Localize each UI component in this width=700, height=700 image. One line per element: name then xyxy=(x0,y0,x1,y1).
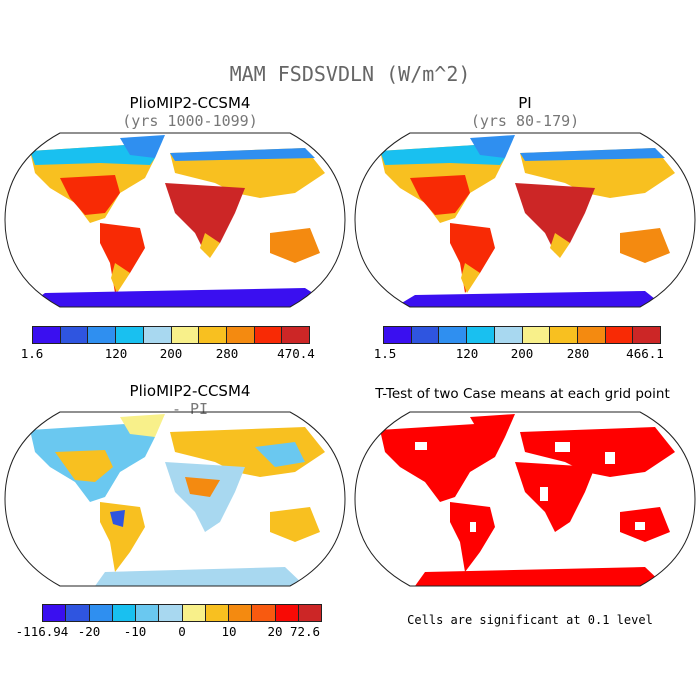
colorbar-3 xyxy=(42,604,322,622)
colorbar-3-label: 72.6 xyxy=(289,624,321,639)
colorbar-3-label: 20 xyxy=(267,624,283,639)
colorbar-swatch xyxy=(43,605,67,621)
colorbar-swatch xyxy=(88,327,117,343)
colorbar-3-label: -10 xyxy=(123,624,147,639)
colorbar-3-label: 0 xyxy=(178,624,186,639)
map-panel-1 xyxy=(4,132,346,308)
colorbar-1-label: 1.6 xyxy=(20,346,44,361)
colorbar-swatch xyxy=(467,327,495,343)
panel2-subtitle: (yrs 80-179) xyxy=(470,112,580,130)
colorbar-2-label: 120 xyxy=(455,346,479,361)
colorbar-swatch xyxy=(550,327,578,343)
colorbar-swatch xyxy=(159,605,183,621)
colorbar-swatch xyxy=(282,327,310,343)
colorbar-3-label: -20 xyxy=(77,624,101,639)
colorbar-1-label: 470.4 xyxy=(277,346,315,361)
colorbar-swatch xyxy=(439,327,468,343)
colorbar-2 xyxy=(383,326,661,344)
colorbar-1-label: 120 xyxy=(104,346,128,361)
panel2-title: PI xyxy=(518,94,532,112)
panel3-subtitle: - PI xyxy=(171,400,209,418)
colorbar-swatch xyxy=(33,327,61,343)
colorbar-swatch xyxy=(143,327,172,343)
colorbar-swatch xyxy=(112,605,136,621)
panel1-subtitle: (yrs 1000-1099) xyxy=(122,112,258,130)
colorbar-1-label: 200 xyxy=(159,346,183,361)
colorbar-swatch xyxy=(252,605,276,621)
colorbar-swatch xyxy=(66,605,90,621)
colorbar-2-label: 466.1 xyxy=(626,346,664,361)
colorbar-swatch xyxy=(411,327,440,343)
colorbar-swatch xyxy=(494,327,523,343)
colorbar-swatch xyxy=(384,327,412,343)
colorbar-swatch xyxy=(605,327,634,343)
colorbar-swatch xyxy=(89,605,113,621)
panel1-title: PlioMIP2-CCSM4 xyxy=(129,94,251,112)
colorbar-swatch xyxy=(254,327,283,343)
colorbar-3-label: 10 xyxy=(221,624,237,639)
colorbar-swatch xyxy=(60,327,89,343)
colorbar-1 xyxy=(32,326,310,344)
colorbar-2-label: 280 xyxy=(566,346,590,361)
panel3-title: PlioMIP2-CCSM4 xyxy=(129,382,251,400)
colorbar-swatch xyxy=(116,327,144,343)
colorbar-swatch xyxy=(577,327,606,343)
colorbar-1-label: 280 xyxy=(215,346,239,361)
colorbar-swatch xyxy=(226,327,255,343)
colorbar-2-label: 200 xyxy=(510,346,534,361)
colorbar-3-label: -116.94 xyxy=(15,624,69,639)
colorbar-swatch xyxy=(298,605,321,621)
map-panel-4 xyxy=(354,411,696,587)
colorbar-2-label: 1.5 xyxy=(373,346,397,361)
colorbar-swatch xyxy=(205,605,229,621)
map-panel-3 xyxy=(4,411,346,587)
colorbar-swatch xyxy=(182,605,206,621)
figure-title: MAM FSDSVDLN (W/m^2) xyxy=(229,62,471,86)
panel4-title: T-Test of two Case means at each grid po… xyxy=(375,386,670,402)
colorbar-swatch xyxy=(136,605,160,621)
colorbar-swatch xyxy=(171,327,200,343)
colorbar-swatch xyxy=(633,327,661,343)
map-panel-2 xyxy=(354,132,696,308)
colorbar-swatch xyxy=(229,605,253,621)
colorbar-swatch xyxy=(199,327,227,343)
colorbar-swatch xyxy=(275,605,299,621)
significance-note: Cells are significant at 0.1 level xyxy=(407,613,653,627)
colorbar-swatch xyxy=(522,327,551,343)
